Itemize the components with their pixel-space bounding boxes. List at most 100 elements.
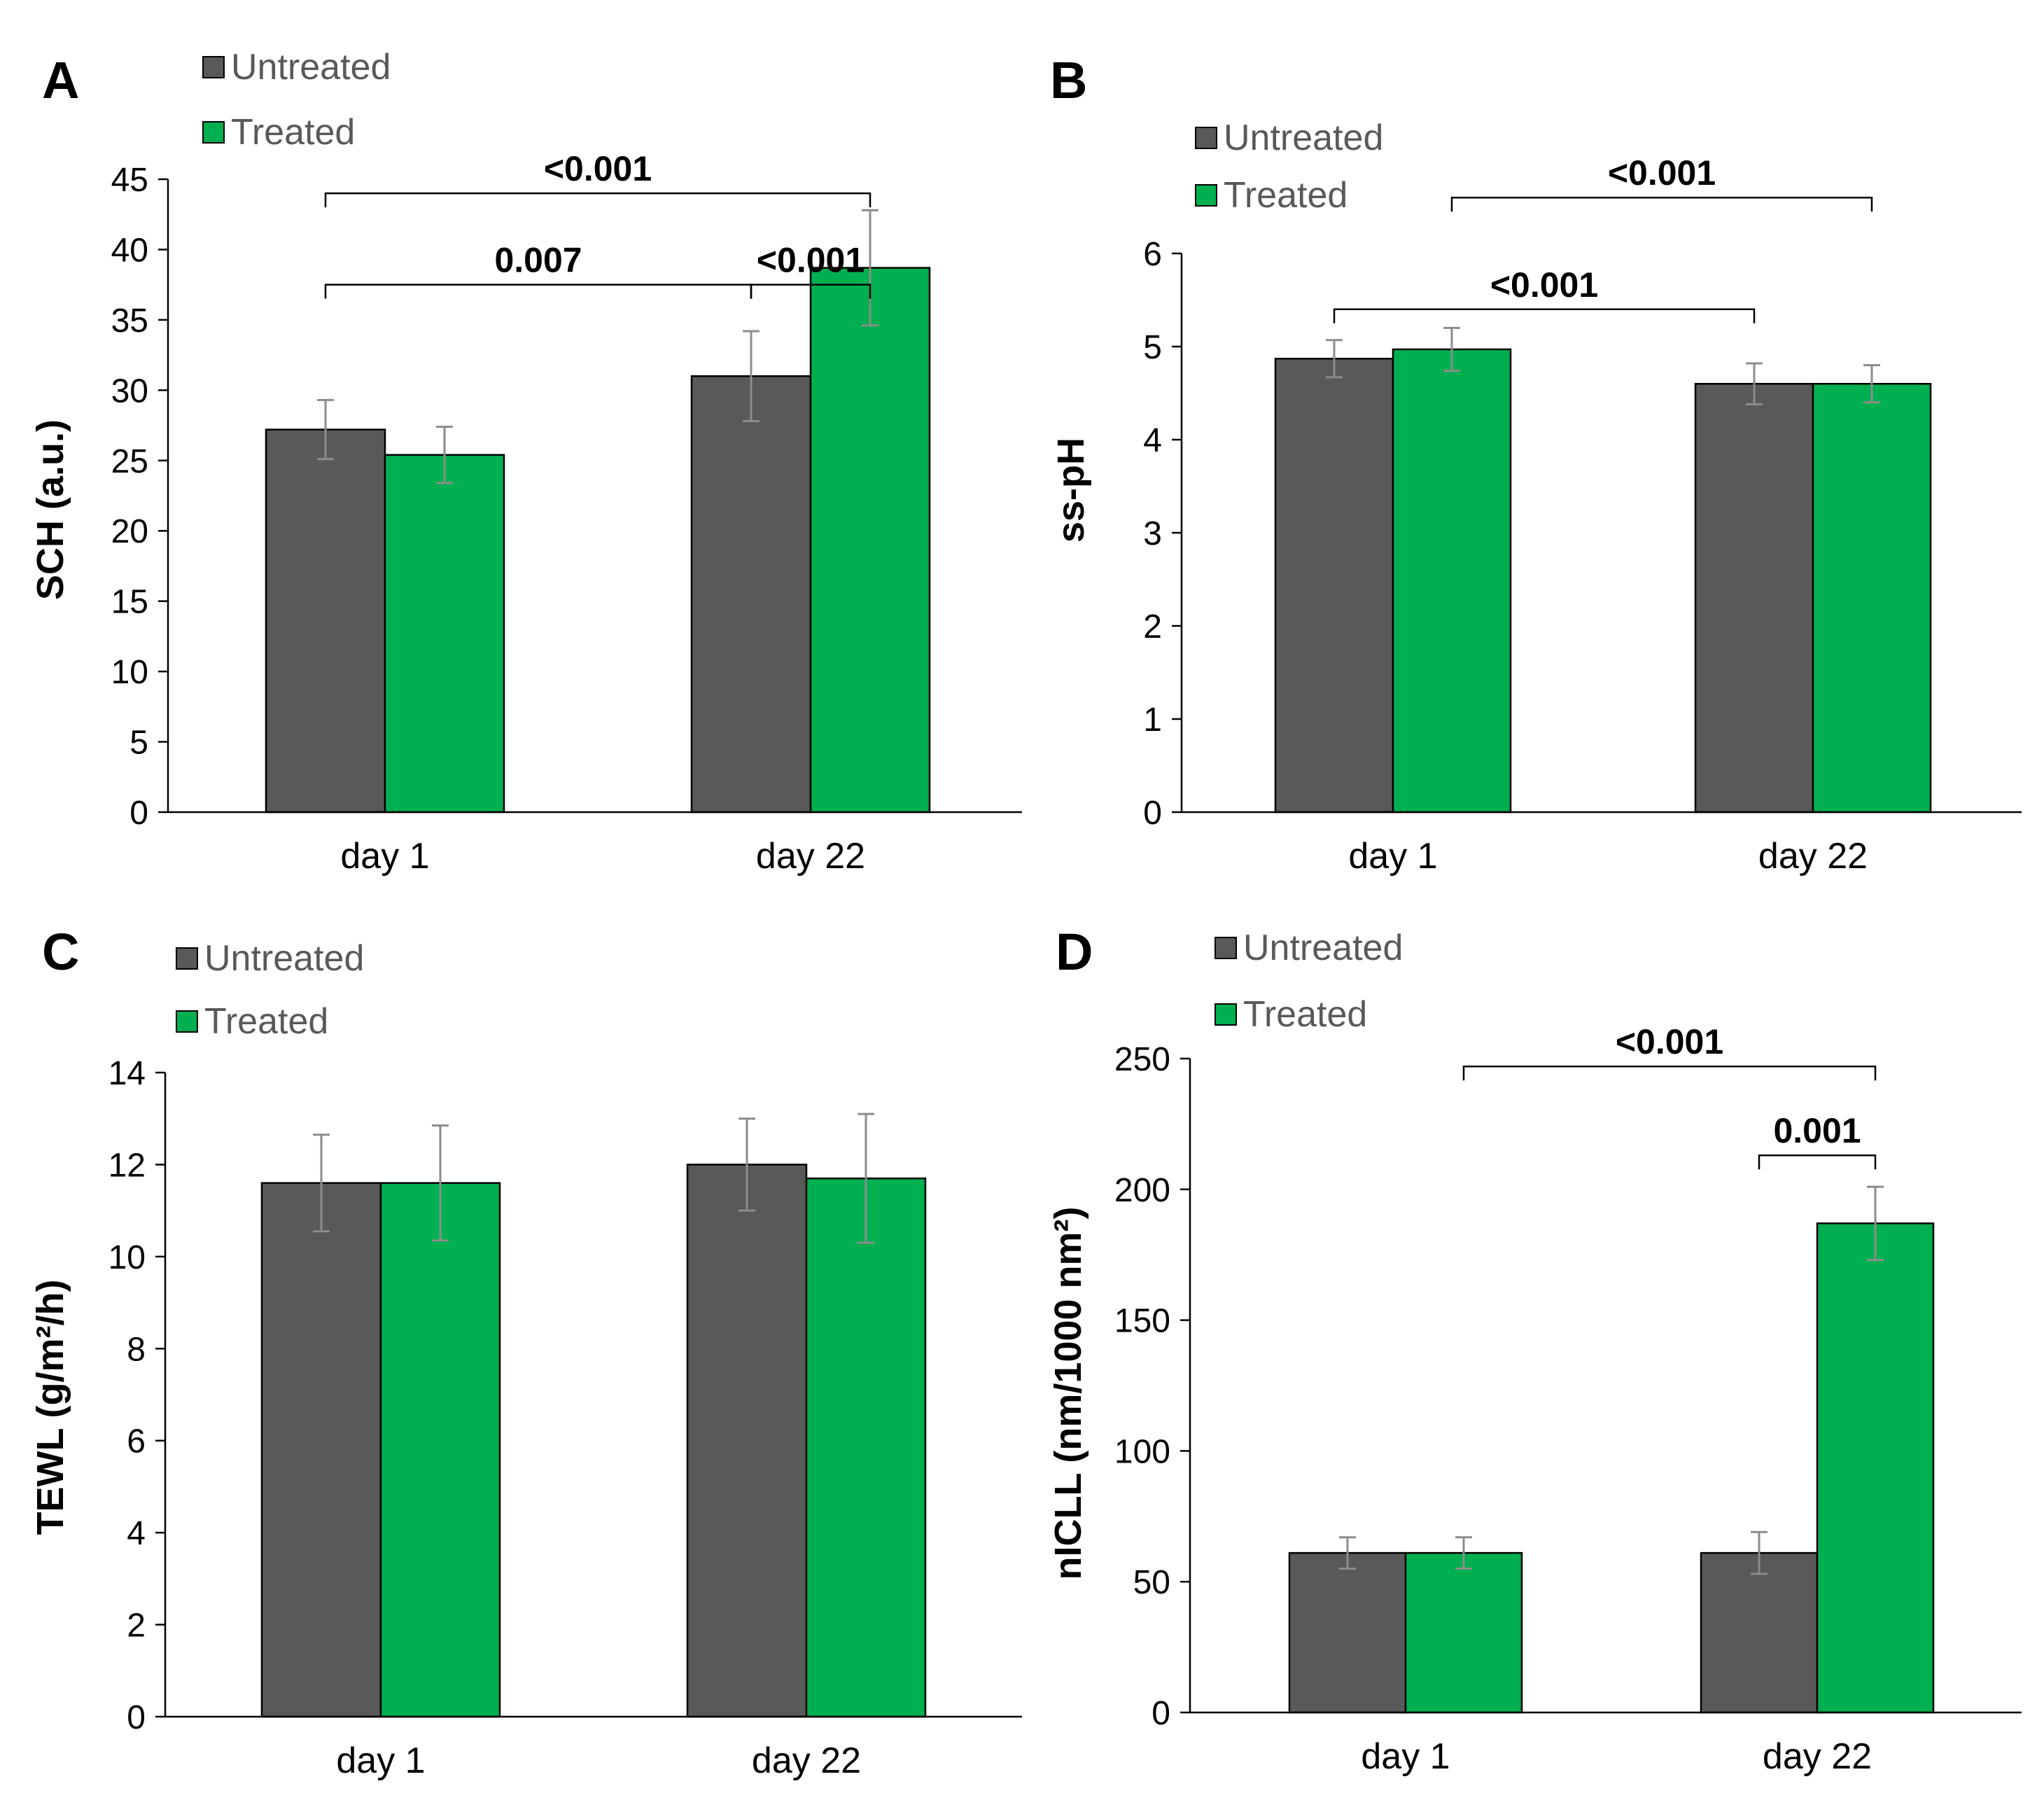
legend-label: Treated <box>231 112 355 153</box>
legend-label: Untreated <box>1243 928 1403 968</box>
y-tick-label: 5 <box>1143 329 1162 366</box>
bracket-line <box>1333 308 1756 323</box>
legend-label: Untreated <box>1224 118 1383 158</box>
y-tick-label: 3 <box>1143 515 1162 552</box>
y-tick-label: 200 <box>1114 1172 1170 1209</box>
bar-treated-day-22 <box>1812 382 1932 814</box>
bracket-line <box>1450 196 1873 212</box>
legend-swatch <box>176 947 198 970</box>
p-value-label: <0.001 <box>544 149 652 188</box>
bar-treated-day-22 <box>809 267 931 814</box>
bar-untreated-day-22 <box>1694 382 1814 814</box>
legend-label: Untreated <box>231 47 391 88</box>
bar-untreated-day-22 <box>690 375 812 814</box>
y-tick-label: 14 <box>108 1055 146 1092</box>
legend-label: Untreated <box>204 938 364 979</box>
bar-untreated-day-1 <box>260 1182 382 1718</box>
error-bar <box>1455 1536 1472 1570</box>
bar-treated-day-22 <box>805 1177 927 1718</box>
legend-item-untreated: Untreated <box>176 938 364 979</box>
legend-item-untreated: Untreated <box>1195 118 1383 158</box>
panel-letter: C <box>42 923 79 981</box>
y-tick-label: 10 <box>111 654 148 691</box>
legend-item-treated: Treated <box>1195 175 1348 216</box>
panel-letter: D <box>1056 923 1093 981</box>
bracket-line <box>324 284 752 299</box>
p-value-label: 0.001 <box>1773 1111 1861 1150</box>
bar-treated-day-1 <box>1404 1551 1523 1714</box>
legend-swatch <box>202 56 225 78</box>
p-value-label: <0.001 <box>1608 153 1716 193</box>
y-tick-label: 4 <box>1143 422 1162 459</box>
y-tick-label: 50 <box>1133 1564 1170 1601</box>
legend-swatch <box>1214 937 1237 959</box>
y-tick-label: 150 <box>1114 1303 1170 1340</box>
significance-bracket: 0.001 <box>1758 1111 1877 1170</box>
x-tick-label: day 1 <box>1361 1736 1450 1777</box>
legend-label: Treated <box>1243 994 1367 1035</box>
x-tick-label: day 1 <box>336 1740 425 1781</box>
y-tick-label: 35 <box>111 302 148 340</box>
panel-a: A SCH (a.u.) 0 5 10 15 20 25 30 35 40 45 day 1 day 22… <box>29 47 1022 877</box>
y-tick-label: 4 <box>127 1515 146 1552</box>
x-tick-label: day 1 <box>1348 836 1437 877</box>
y-tick-label: 45 <box>111 162 148 199</box>
error-bar <box>1443 326 1460 372</box>
y-axis-label: ss-pH <box>1050 438 1092 543</box>
legend-swatch <box>1214 1003 1237 1026</box>
x-tick-label: day 22 <box>1758 836 1868 877</box>
error-bar <box>317 398 334 461</box>
x-tick-label: day 22 <box>1763 1736 1872 1777</box>
y-tick-label: 15 <box>111 584 148 621</box>
legend-item-treated: Treated <box>202 112 355 153</box>
bar-treated-day-22 <box>1816 1222 1935 1714</box>
significance-bracket: <0.001 <box>1450 153 1873 212</box>
panel-letter: B <box>1050 51 1087 109</box>
error-bar <box>313 1133 330 1233</box>
y-tick-label: 10 <box>108 1239 146 1276</box>
y-tick-label: 0 <box>130 795 148 832</box>
y-tick-label: 100 <box>1114 1433 1170 1470</box>
error-bar <box>1751 1530 1768 1575</box>
significance-bracket: <0.001 <box>750 241 872 299</box>
bracket-line <box>324 192 872 208</box>
p-value-label: <0.001 <box>1616 1022 1723 1061</box>
panel-c: C TEWL (g/m²/h) 0 2 4 6 8 10 12 14 day 1 day 22 Untr… <box>29 923 1022 1781</box>
legend-item-untreated: Untreated <box>1214 928 1403 968</box>
error-bar <box>436 426 453 484</box>
bar-untreated-day-1 <box>265 428 386 814</box>
error-bar <box>1326 339 1343 379</box>
bar-treated-day-1 <box>1392 348 1512 814</box>
legend-item-treated: Treated <box>1214 994 1367 1035</box>
x-tick-label: day 1 <box>340 836 429 877</box>
legend-item-untreated: Untreated <box>202 47 391 88</box>
y-tick-label: 250 <box>1114 1041 1170 1078</box>
y-tick-label: 12 <box>108 1147 146 1184</box>
y-tick-label: 25 <box>111 443 148 480</box>
y-tick-label: 2 <box>127 1607 146 1645</box>
error-bar <box>1867 1185 1884 1262</box>
x-tick-label: day 22 <box>756 836 865 877</box>
significance-bracket: 0.007 <box>324 241 752 299</box>
y-tick-label: 0 <box>127 1699 146 1736</box>
p-value-label: 0.007 <box>494 241 582 280</box>
y-tick-label: 8 <box>127 1331 146 1368</box>
error-bar <box>1746 362 1763 405</box>
panel-letter: A <box>42 51 79 109</box>
y-tick-label: 2 <box>1143 608 1162 646</box>
bracket-line <box>1462 1065 1877 1081</box>
y-axis-label: SCH (a.u.) <box>29 419 71 600</box>
bar-treated-day-1 <box>384 454 505 814</box>
error-bar <box>858 1112 874 1244</box>
y-tick-label: 1 <box>1143 702 1162 739</box>
y-tick-label: 40 <box>111 232 148 269</box>
bar-untreated-day-1 <box>1274 358 1394 814</box>
p-value-label: <0.001 <box>757 241 864 280</box>
significance-bracket: <0.001 <box>1462 1022 1877 1081</box>
y-tick-label: 6 <box>1143 236 1162 273</box>
error-bar <box>432 1124 449 1242</box>
x-tick-label: day 22 <box>752 1740 861 1781</box>
panel-b: Bss-pH 0 1 2 3 4 5 6 day 1 day 22 Untreated Treated… <box>1050 51 2022 877</box>
legend-swatch <box>202 121 225 144</box>
